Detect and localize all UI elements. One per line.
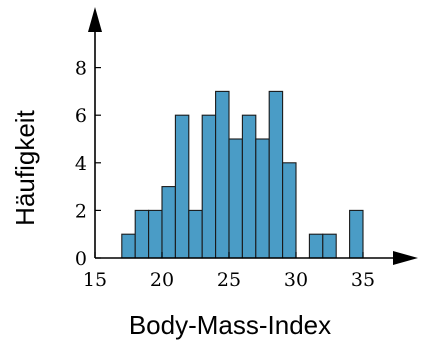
x-ticks-group: 15 20 25 30 35	[83, 252, 375, 291]
y-tick-label: 6	[75, 105, 87, 127]
x-tick-label: 20	[150, 269, 174, 291]
histogram-bar	[215, 90, 230, 259]
histogram-bar	[188, 209, 203, 259]
histogram-bar	[268, 90, 284, 259]
y-ticks-group: 0 2 4 6 8	[75, 58, 101, 270]
x-tick-label: 25	[217, 269, 241, 291]
histogram-bar	[228, 138, 243, 259]
histogram-bar	[134, 209, 150, 259]
y-axis-arrowhead	[88, 7, 102, 32]
y-axis-title: Häufigkeit	[10, 109, 40, 225]
histogram-bar	[349, 209, 364, 259]
x-axis-title: Body-Mass-Index	[129, 310, 331, 340]
histogram-bar	[322, 233, 337, 259]
y-tick-label: 8	[75, 58, 87, 80]
histogram-bar	[241, 114, 257, 259]
histogram-bar	[121, 233, 136, 259]
bars-group	[121, 90, 364, 259]
x-tick-label: 30	[284, 269, 308, 291]
histogram-bar	[255, 138, 270, 259]
histogram-bar	[148, 209, 163, 259]
y-tick-label: 0	[75, 248, 87, 270]
y-tick-label: 2	[75, 200, 87, 222]
x-tick-label: 35	[351, 269, 375, 291]
histogram-bar	[174, 114, 190, 259]
histogram-bar	[282, 162, 297, 259]
axes-group	[88, 7, 418, 265]
y-tick-label: 4	[75, 153, 87, 175]
x-axis-arrowhead	[393, 251, 418, 265]
histogram-bar	[308, 233, 324, 259]
histogram-bar	[201, 114, 217, 259]
histogram-bar	[161, 186, 176, 259]
x-tick-label: 15	[83, 269, 107, 291]
